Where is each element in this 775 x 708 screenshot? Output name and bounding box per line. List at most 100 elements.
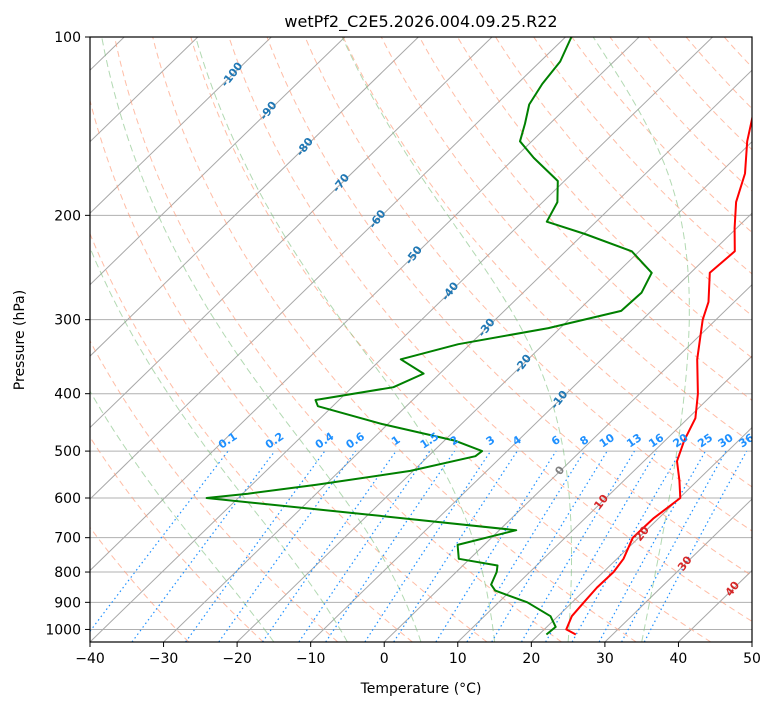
mixing-ratio-label: 30 bbox=[716, 431, 736, 451]
isotherm-line bbox=[90, 37, 419, 357]
dry-adiabat-line bbox=[90, 339, 339, 642]
x-tick-label: −40 bbox=[75, 651, 105, 667]
mixing-ratio-line bbox=[185, 450, 326, 642]
dry-adiabat-line bbox=[228, 37, 752, 622]
y-tick-label: 1000 bbox=[45, 622, 81, 638]
y-tick-label: 100 bbox=[54, 30, 81, 46]
isotherm-line bbox=[90, 37, 713, 642]
x-tick-label: 40 bbox=[670, 651, 688, 667]
y-axis: 100 200 300 400 500 600 700 800 900 1000 bbox=[45, 30, 90, 638]
dry-adiabat-line bbox=[571, 37, 752, 234]
mixing-ratio-line bbox=[298, 450, 431, 642]
dewpoint-line bbox=[205, 37, 653, 636]
mixing-ratio-line bbox=[364, 450, 492, 642]
x-tick-label: 30 bbox=[596, 651, 614, 667]
dry-adiabat-line bbox=[495, 37, 752, 317]
series-group bbox=[205, 37, 752, 636]
moist-adiabat-line bbox=[195, 37, 496, 642]
y-tick-label: 600 bbox=[54, 491, 81, 507]
line-labels: 0.1 0.2 0.4 0.6 1 1.5 2 3 4 6 8 10 13 16 20 25 30 36-100-… bbox=[216, 59, 752, 598]
mixing-ratio-label: 16 bbox=[646, 431, 666, 451]
mixing-ratio-line bbox=[90, 450, 229, 633]
mixing-ratio-label: 2 bbox=[448, 433, 462, 448]
y-axis-label: Pressure (hPa) bbox=[12, 290, 28, 390]
mixing-ratio-label: 0.6 bbox=[344, 430, 368, 452]
mixing-ratio-label: 6 bbox=[549, 433, 563, 448]
isotherm-line bbox=[163, 69, 752, 642]
plot-frame bbox=[89, 36, 753, 643]
background-lines bbox=[90, 37, 752, 642]
mixing-ratio-line bbox=[491, 450, 608, 642]
x-tick-label: −20 bbox=[222, 651, 252, 667]
mixing-ratio-label: 1 bbox=[389, 433, 403, 448]
isotherm-line bbox=[383, 283, 752, 642]
x-tick-label: 50 bbox=[743, 651, 761, 667]
x-axis: −40 −30 −20 −10 0 10 20 30 40 50 bbox=[75, 642, 761, 667]
moist-adiabat-line bbox=[90, 246, 348, 642]
dry-adiabat-line bbox=[90, 526, 190, 642]
mixing-ratio-label: 8 bbox=[578, 433, 592, 448]
y-tick-label: 800 bbox=[54, 565, 81, 581]
isotherm-line bbox=[604, 498, 752, 642]
dry-adiabat-line bbox=[457, 37, 752, 359]
mixing-ratio-label: 0.4 bbox=[313, 430, 337, 452]
dry-adiabat-line bbox=[190, 37, 712, 642]
isotherm-line bbox=[310, 212, 752, 642]
y-tick-label: 700 bbox=[54, 531, 81, 547]
mixing-ratio-label: 13 bbox=[624, 431, 644, 450]
dry-adiabat-line bbox=[647, 37, 752, 151]
isotherm-line bbox=[236, 141, 752, 642]
moist-adiabat-line bbox=[90, 390, 275, 642]
mixing-ratio-line bbox=[466, 450, 586, 642]
chart-title: wetPf2_C2E5.2026.004.09.25.R22 bbox=[284, 12, 557, 32]
dry-adiabat-line bbox=[418, 37, 752, 401]
mixing-ratio-line bbox=[571, 450, 682, 642]
y-tick-label: 200 bbox=[54, 208, 81, 224]
mixing-ratio-line bbox=[435, 450, 557, 642]
mixing-ratio-line bbox=[545, 450, 658, 642]
mixing-ratio-line bbox=[643, 450, 748, 642]
moist-adiabat-line bbox=[341, 37, 572, 642]
mixing-ratio-line bbox=[598, 450, 707, 642]
y-tick-label: 400 bbox=[54, 387, 81, 403]
dry-adiabat-line bbox=[152, 37, 637, 642]
mixing-ratio-label: 3 bbox=[484, 433, 498, 448]
moist-adiabat-line bbox=[101, 37, 422, 642]
isotherm-line bbox=[90, 37, 346, 286]
dry-adiabat-line bbox=[90, 436, 264, 642]
isotherm-line bbox=[530, 426, 752, 642]
dry-adiabat-line bbox=[380, 37, 752, 444]
temperature-line bbox=[565, 114, 752, 636]
x-tick-label: 10 bbox=[449, 651, 467, 667]
isotherm-label: -100 bbox=[218, 59, 245, 89]
x-tick-label: 20 bbox=[522, 651, 540, 667]
x-axis-label: Temperature (°C) bbox=[360, 681, 482, 697]
mixing-ratio-label: 25 bbox=[695, 431, 715, 450]
y-tick-label: 500 bbox=[54, 444, 81, 460]
isotherm-line bbox=[90, 37, 272, 214]
dry-adiabat-line bbox=[609, 37, 752, 192]
isotherm-line bbox=[90, 37, 566, 500]
mixing-ratio-label: 10 bbox=[597, 431, 617, 451]
isotherm-line bbox=[457, 355, 752, 642]
dry-adiabat-line bbox=[90, 98, 488, 642]
mixing-ratio-line bbox=[218, 450, 357, 642]
mixing-ratio-line bbox=[393, 450, 518, 642]
x-tick-label: −30 bbox=[149, 651, 179, 667]
moist-adiabat-line bbox=[592, 37, 690, 642]
mixing-ratio-label: 0.1 bbox=[216, 430, 239, 452]
y-tick-label: 900 bbox=[54, 595, 81, 611]
y-tick-label: 300 bbox=[54, 313, 81, 329]
mixing-ratio-line bbox=[131, 450, 276, 642]
isotherm-line bbox=[90, 37, 640, 572]
mixing-ratio-line bbox=[262, 450, 397, 642]
dry-adiabat-line bbox=[533, 37, 752, 275]
dry-adiabat-line bbox=[304, 37, 752, 532]
x-tick-label: 0 bbox=[380, 651, 389, 667]
dry-adiabat-line bbox=[114, 37, 562, 642]
mixing-ratio-label: 0.2 bbox=[263, 430, 286, 452]
x-tick-label: −10 bbox=[296, 651, 326, 667]
dry-adiabat-line bbox=[266, 37, 752, 577]
dry-adiabat-line bbox=[342, 37, 752, 488]
